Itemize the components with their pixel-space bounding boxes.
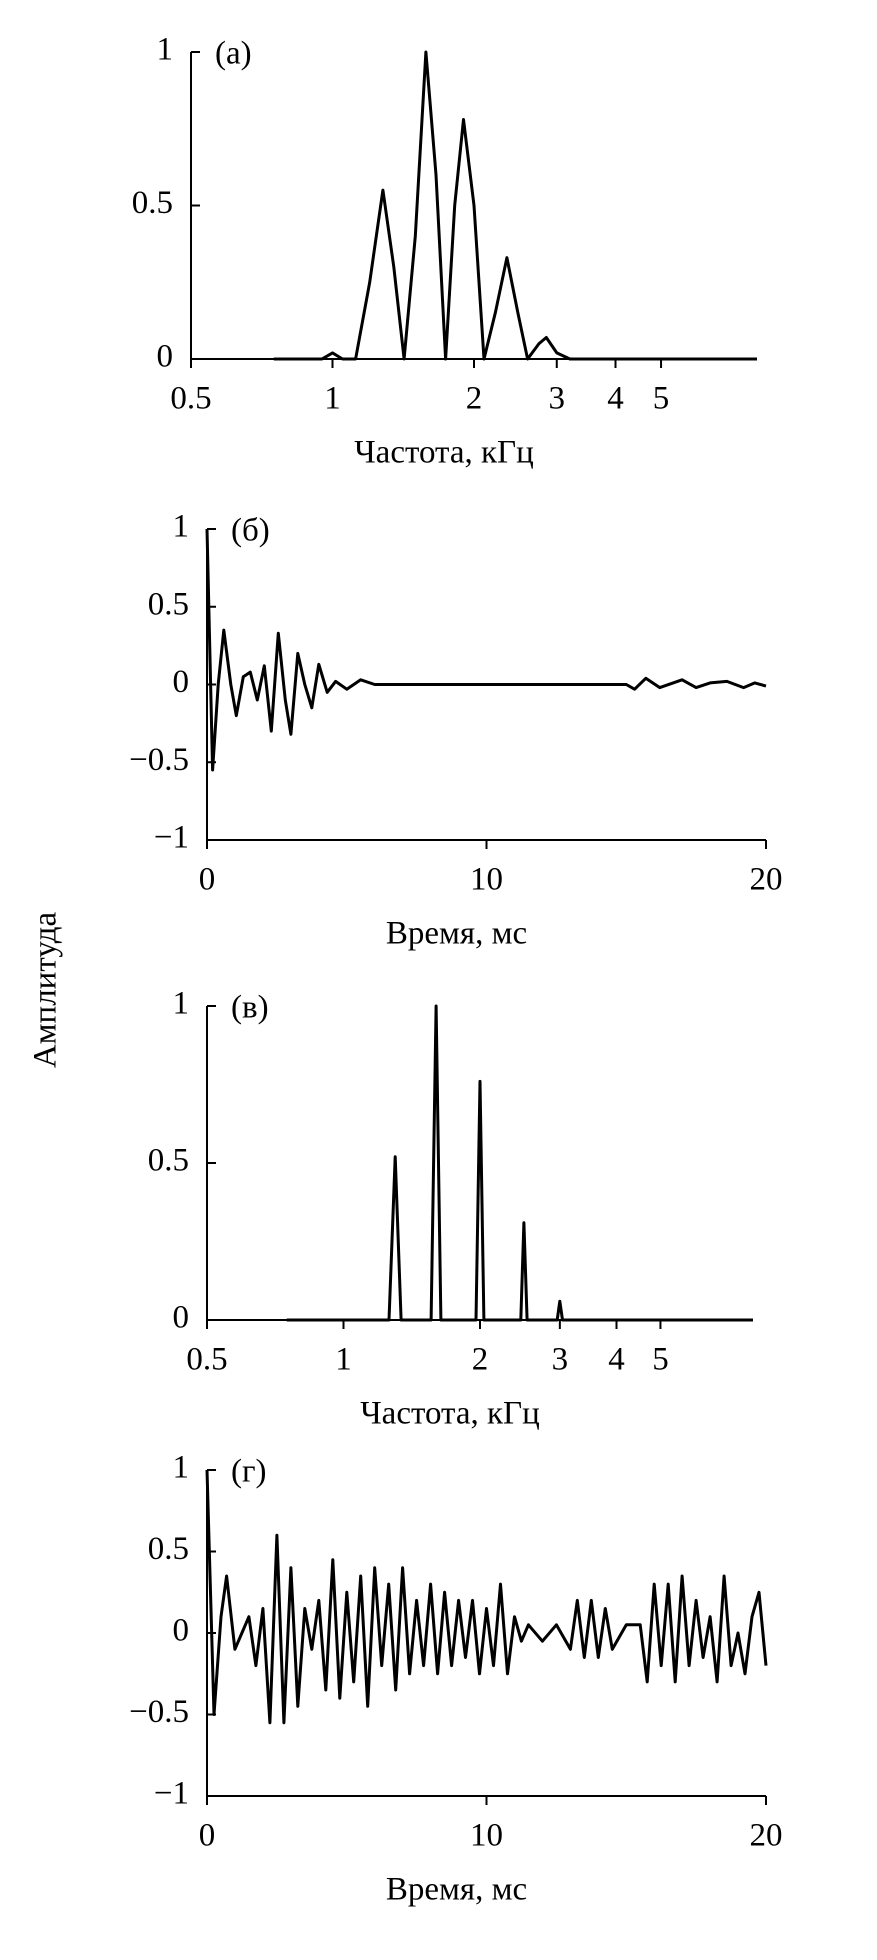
- y-tick-label: −0.5: [129, 742, 189, 778]
- x-tick-label: 3: [549, 381, 566, 417]
- x-tick-label: 1: [335, 1342, 352, 1378]
- x-tick-label: 3: [552, 1342, 569, 1378]
- y-tick-label: −0.5: [129, 1694, 189, 1730]
- panel-label: (б): [231, 513, 270, 549]
- y-tick-label: 0: [157, 339, 174, 375]
- x-tick-label: 0: [199, 862, 216, 898]
- y-tick-label: 0.5: [148, 586, 189, 622]
- data-line: [273, 50, 757, 361]
- panel-label: (в): [231, 990, 269, 1026]
- x-axis-label: Время, мс: [386, 916, 527, 952]
- y-tick-label: 0: [173, 1300, 190, 1336]
- y-tick-label: 0.5: [148, 1531, 189, 1567]
- y-tick-label: 0.5: [132, 185, 173, 221]
- x-tick-label: 4: [607, 381, 624, 417]
- x-axis-label: Частота, кГц: [354, 435, 534, 471]
- x-tick-label: 20: [750, 862, 783, 898]
- x-tick-label: 5: [652, 1342, 669, 1378]
- y-tick-label: 1: [173, 1450, 190, 1486]
- y-tick-label: 0: [173, 664, 190, 700]
- y-tick-label: 0.5: [148, 1143, 189, 1179]
- x-tick-label: 1: [324, 381, 341, 417]
- y-tick-label: 1: [173, 986, 190, 1022]
- panel-label: (г): [231, 1454, 267, 1490]
- x-tick-label: 4: [608, 1342, 625, 1378]
- x-axis-label: Время, мс: [386, 1872, 527, 1908]
- y-tick-label: 1: [157, 32, 174, 68]
- y-tick-label: −1: [154, 820, 189, 856]
- y-tick-label: 1: [173, 509, 190, 545]
- x-tick-label: 2: [466, 381, 483, 417]
- y-tick-label: −1: [154, 1776, 189, 1812]
- x-tick-label: 20: [750, 1818, 783, 1854]
- y-tick-label: 0: [173, 1613, 190, 1649]
- x-tick-label: 0.5: [170, 381, 211, 417]
- x-tick-label: 0.5: [186, 1342, 227, 1378]
- panel-label: (а): [215, 36, 252, 72]
- data-line: [205, 528, 767, 772]
- y-axis-label: Амплитуда: [28, 911, 64, 1068]
- x-tick-label: 2: [472, 1342, 489, 1378]
- x-tick-label: 0: [199, 1818, 216, 1854]
- x-tick-label: 10: [470, 1818, 503, 1854]
- x-axis-label: Частота, кГц: [360, 1396, 540, 1432]
- x-tick-label: 10: [470, 862, 503, 898]
- x-tick-label: 5: [653, 381, 670, 417]
- data-line: [286, 1004, 753, 1322]
- data-line: [205, 1469, 768, 1725]
